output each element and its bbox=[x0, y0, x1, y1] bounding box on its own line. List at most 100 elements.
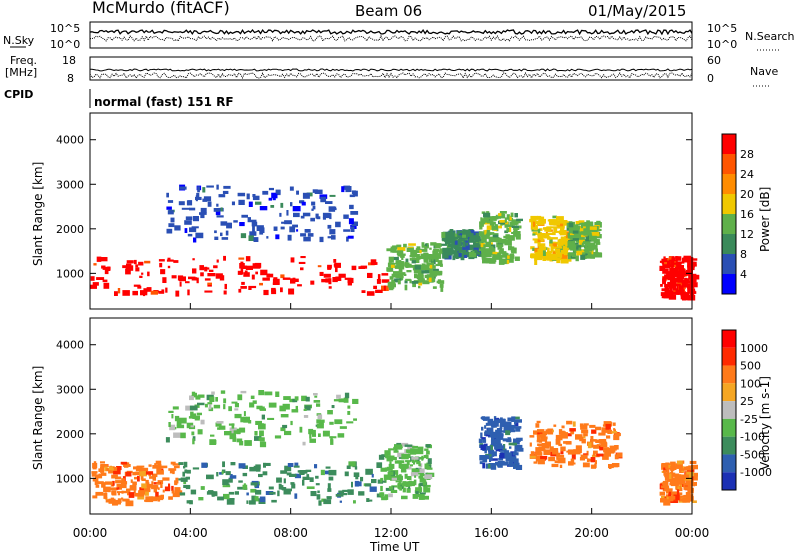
data-cell bbox=[506, 224, 514, 228]
data-cell bbox=[394, 280, 399, 283]
data-cell bbox=[418, 468, 425, 473]
data-cell bbox=[239, 263, 245, 269]
data-cell bbox=[674, 283, 677, 290]
data-cell bbox=[240, 233, 247, 239]
data-cell bbox=[180, 432, 186, 439]
data-cell bbox=[500, 417, 503, 420]
data-cell bbox=[112, 480, 115, 486]
data-cell bbox=[162, 489, 165, 493]
data-cell bbox=[137, 285, 142, 289]
data-cell bbox=[389, 276, 394, 280]
data-cell bbox=[450, 249, 454, 253]
data-cell bbox=[542, 250, 546, 256]
data-cell bbox=[419, 473, 425, 477]
data-cell bbox=[353, 418, 357, 421]
data-cell bbox=[513, 247, 517, 254]
data-cell bbox=[145, 479, 149, 485]
data-cell bbox=[609, 445, 615, 451]
data-cell bbox=[404, 280, 408, 284]
data-cell bbox=[272, 195, 276, 201]
data-cell bbox=[424, 243, 428, 247]
data-cell bbox=[168, 410, 174, 413]
data-cell bbox=[440, 263, 443, 267]
data-cell bbox=[507, 235, 515, 241]
data-cell bbox=[211, 391, 215, 395]
data-cell bbox=[537, 249, 545, 255]
data-cell bbox=[325, 431, 329, 437]
data-cell bbox=[441, 243, 447, 246]
data-cell bbox=[348, 461, 356, 467]
data-cell bbox=[593, 244, 598, 250]
data-cell bbox=[172, 463, 180, 466]
data-cell bbox=[678, 285, 684, 290]
data-cell bbox=[514, 426, 522, 429]
data-cell bbox=[680, 272, 684, 276]
data-cell bbox=[435, 263, 441, 267]
data-cell bbox=[611, 431, 618, 434]
data-cell bbox=[268, 187, 274, 191]
data-cell bbox=[485, 241, 491, 247]
data-cell bbox=[547, 429, 553, 433]
y-tick-label: 3000 bbox=[56, 178, 84, 191]
data-cell bbox=[407, 476, 412, 480]
data-cell bbox=[185, 281, 190, 284]
data-cell bbox=[675, 288, 680, 292]
data-cell bbox=[674, 289, 680, 295]
data-cell bbox=[258, 390, 265, 396]
data-cell bbox=[663, 470, 667, 476]
data-cell bbox=[103, 282, 110, 289]
data-cell bbox=[486, 230, 490, 235]
data-cell bbox=[287, 463, 294, 467]
data-cell bbox=[474, 241, 482, 247]
data-cell bbox=[494, 444, 502, 450]
data-cell bbox=[515, 222, 519, 225]
data-cell bbox=[337, 433, 345, 438]
data-cell bbox=[534, 239, 541, 244]
data-cell bbox=[183, 484, 191, 488]
data-cell bbox=[562, 432, 568, 435]
data-cell bbox=[215, 397, 218, 402]
data-cell bbox=[682, 474, 689, 480]
data-cell bbox=[268, 402, 277, 408]
data-cell bbox=[145, 496, 154, 503]
data-cell bbox=[390, 264, 395, 268]
data-cell bbox=[223, 479, 227, 484]
data-cell bbox=[429, 264, 433, 269]
data-cell bbox=[179, 281, 182, 287]
data-cell bbox=[589, 424, 596, 428]
data-cell bbox=[509, 429, 516, 433]
data-cell bbox=[186, 422, 194, 429]
freq-tick-high: 18 bbox=[62, 54, 76, 67]
data-cell bbox=[186, 500, 192, 504]
data-cell bbox=[401, 482, 408, 487]
data-cell bbox=[483, 446, 491, 451]
data-cell bbox=[415, 254, 420, 257]
data-cell bbox=[535, 447, 542, 453]
data-cell bbox=[389, 474, 396, 480]
data-cell bbox=[662, 485, 669, 492]
data-cell bbox=[399, 486, 402, 491]
data-cell bbox=[602, 456, 609, 460]
data-cell bbox=[102, 279, 108, 283]
data-cell bbox=[343, 397, 349, 403]
data-cell bbox=[366, 291, 375, 296]
data-cell bbox=[397, 261, 405, 266]
data-cell bbox=[300, 215, 305, 219]
data-cell bbox=[244, 440, 252, 446]
data-cell bbox=[215, 422, 222, 427]
freq-label: Freq. bbox=[10, 54, 37, 67]
data-cell bbox=[397, 452, 405, 458]
data-cell bbox=[686, 280, 694, 284]
data-cell bbox=[311, 201, 316, 206]
data-cell bbox=[282, 424, 288, 429]
data-cell bbox=[126, 260, 134, 264]
colorbar-tick-label: -100 bbox=[740, 431, 765, 444]
data-cell bbox=[550, 237, 558, 240]
data-cell bbox=[662, 263, 670, 268]
data-cell bbox=[255, 489, 262, 495]
data-cell bbox=[220, 221, 228, 226]
data-cell bbox=[351, 190, 357, 195]
